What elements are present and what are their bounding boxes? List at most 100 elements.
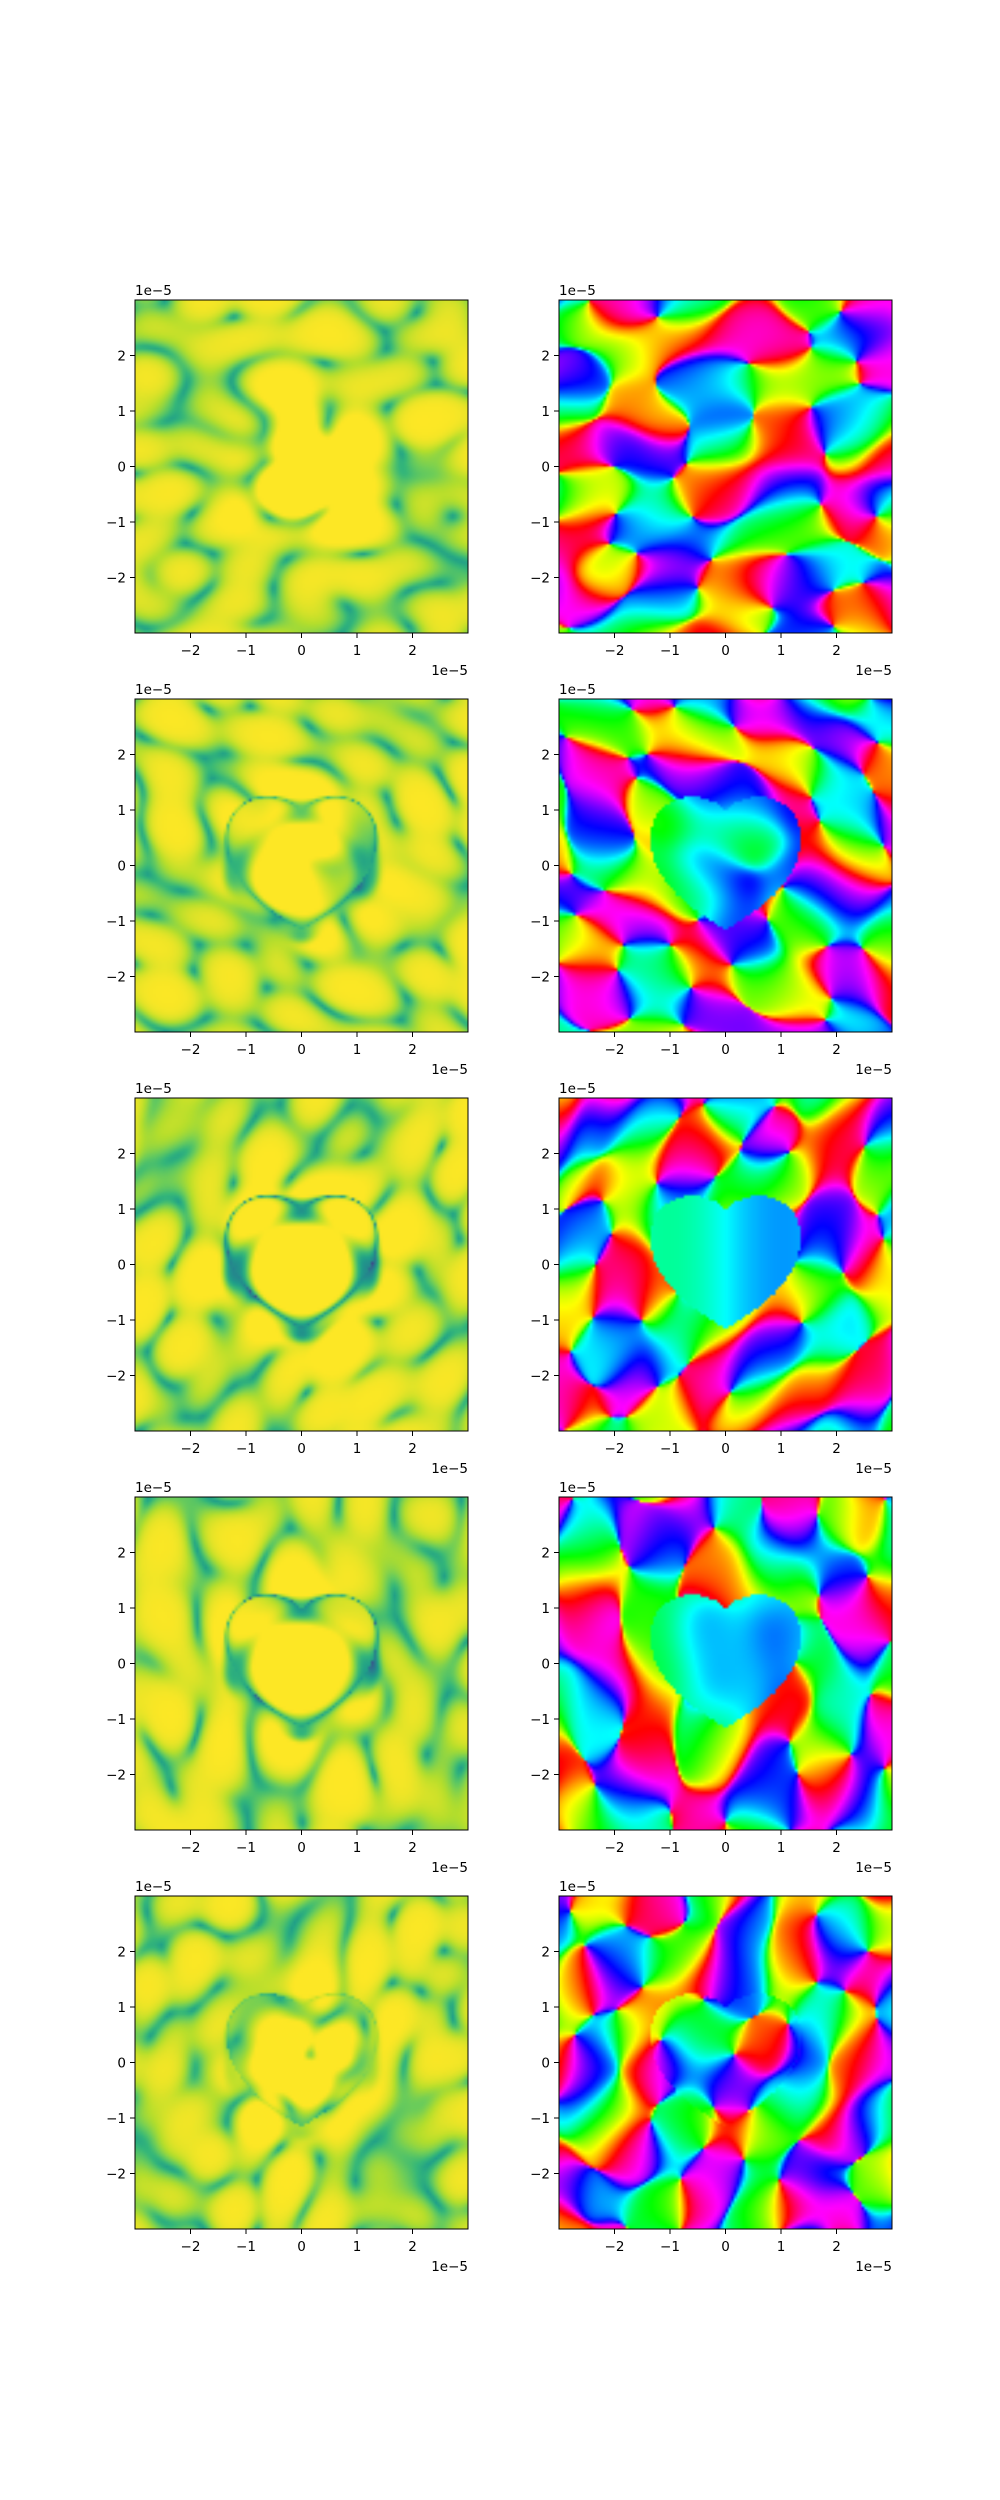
panel-2-amplitude: −2 −1 0 1 2 2 1 0 −1 −2 1e−5 1e−5: [106, 682, 469, 1078]
y-tick-label: 1: [117, 404, 126, 420]
y-tick-label: 2: [117, 748, 126, 764]
x-offset-text: 1e−5: [855, 1062, 892, 1078]
x-tick-label: 2: [832, 1441, 841, 1457]
x-tick-label: 0: [297, 1441, 306, 1457]
y-tick-label: 0: [541, 460, 550, 476]
y-tick-label: −2: [530, 970, 550, 986]
panel-1-phase: −2 −1 0 1 2 2 1 0 −1 −2 1e−5 1e−5: [530, 283, 893, 679]
panel-2-phase: −2 −1 0 1 2 2 1 0 −1 −2 1e−5 1e−5: [530, 682, 893, 1078]
x-tick-label: 2: [408, 643, 417, 659]
y-tick-label: −1: [530, 1712, 550, 1728]
y-tick-label: 0: [117, 859, 126, 875]
x-tick-label: 2: [832, 1840, 841, 1856]
x-tick-label: 0: [721, 1840, 730, 1856]
y-tick-label: 2: [541, 1546, 550, 1562]
x-tick-label: 1: [777, 1840, 786, 1856]
x-tick-label: 1: [777, 643, 786, 659]
x-tick-label: −1: [660, 643, 680, 659]
x-offset-text: 1e−5: [431, 663, 468, 679]
x-tick-label: 2: [832, 2239, 841, 2255]
y-tick-label: −1: [530, 2111, 550, 2127]
x-tick-label: 0: [721, 1042, 730, 1058]
x-tick-label: −2: [181, 643, 201, 659]
y-offset-text: 1e−5: [135, 682, 172, 698]
heatmap-image-amplitude: [135, 699, 468, 1032]
x-offset-text: 1e−5: [431, 1461, 468, 1477]
x-tick-label: −1: [236, 1042, 256, 1058]
y-tick-label: 1: [541, 2000, 550, 2016]
y-tick-label: 0: [117, 1258, 126, 1274]
x-tick-label: −1: [660, 1441, 680, 1457]
y-tick-label: 1: [117, 803, 126, 819]
x-tick-label: 1: [777, 2239, 786, 2255]
y-tick-label: 0: [117, 460, 126, 476]
x-tick-label: 2: [408, 1840, 417, 1856]
y-tick-label: 0: [541, 859, 550, 875]
y-tick-label: 2: [541, 1147, 550, 1163]
x-tick-label: −1: [236, 1840, 256, 1856]
heatmap-image-phase: [559, 699, 892, 1032]
x-tick-label: 0: [721, 2239, 730, 2255]
heatmap-image-amplitude: [135, 1098, 468, 1431]
y-tick-label: 2: [117, 1945, 126, 1961]
y-tick-label: 0: [541, 2056, 550, 2072]
y-tick-label: −2: [530, 2167, 550, 2183]
y-tick-label: 1: [541, 803, 550, 819]
x-tick-label: −1: [660, 1042, 680, 1058]
x-tick-label: 1: [777, 1042, 786, 1058]
y-tick-label: −2: [530, 1369, 550, 1385]
x-tick-label: 1: [777, 1441, 786, 1457]
y-tick-label: −2: [106, 571, 126, 587]
heatmap-image-phase: [559, 1497, 892, 1830]
x-tick-label: 1: [353, 1042, 362, 1058]
x-tick-label: −2: [605, 1042, 625, 1058]
y-offset-text: 1e−5: [135, 1480, 172, 1496]
y-tick-label: −2: [106, 2167, 126, 2183]
y-tick-label: −2: [106, 1369, 126, 1385]
y-offset-text: 1e−5: [559, 682, 596, 698]
heatmap-image-amplitude: [135, 300, 468, 633]
x-tick-label: −2: [605, 1840, 625, 1856]
y-offset-text: 1e−5: [135, 1879, 172, 1895]
x-tick-label: 0: [721, 1441, 730, 1457]
x-tick-label: −2: [181, 1042, 201, 1058]
heatmap-image-amplitude: [135, 1497, 468, 1830]
y-tick-label: −2: [106, 1768, 126, 1784]
x-offset-text: 1e−5: [431, 2259, 468, 2275]
x-tick-label: 2: [408, 1441, 417, 1457]
y-tick-label: 2: [117, 1147, 126, 1163]
x-offset-text: 1e−5: [431, 1062, 468, 1078]
x-tick-label: 2: [408, 2239, 417, 2255]
x-tick-label: −1: [236, 1441, 256, 1457]
y-tick-label: −1: [106, 1313, 126, 1329]
y-tick-label: 1: [117, 1202, 126, 1218]
x-tick-label: 1: [353, 1840, 362, 1856]
y-offset-text: 1e−5: [559, 1081, 596, 1097]
y-offset-text: 1e−5: [135, 283, 172, 299]
x-offset-text: 1e−5: [855, 2259, 892, 2275]
y-tick-label: 2: [541, 349, 550, 365]
x-tick-label: 0: [297, 1840, 306, 1856]
x-tick-label: 2: [832, 643, 841, 659]
x-tick-label: −2: [605, 643, 625, 659]
panel-5-phase: −2 −1 0 1 2 2 1 0 −1 −2 1e−5 1e−5: [530, 1879, 893, 2275]
heatmap-image-amplitude: [135, 1896, 468, 2229]
x-tick-label: 1: [353, 1441, 362, 1457]
x-tick-label: −2: [181, 2239, 201, 2255]
y-tick-label: −2: [106, 970, 126, 986]
y-tick-label: 0: [541, 1657, 550, 1673]
x-offset-text: 1e−5: [855, 663, 892, 679]
x-tick-label: 0: [721, 643, 730, 659]
x-tick-label: 1: [353, 643, 362, 659]
y-tick-label: 0: [541, 1258, 550, 1274]
y-offset-text: 1e−5: [559, 1879, 596, 1895]
x-tick-label: −2: [181, 1441, 201, 1457]
y-tick-label: −1: [106, 515, 126, 531]
y-tick-label: 2: [117, 1546, 126, 1562]
x-tick-label: 1: [353, 2239, 362, 2255]
y-tick-label: 1: [117, 1601, 126, 1617]
y-tick-label: 1: [541, 1202, 550, 1218]
heatmap-image-phase: [559, 300, 892, 633]
y-tick-label: −1: [530, 914, 550, 930]
panel-4-amplitude: −2 −1 0 1 2 2 1 0 −1 −2 1e−5 1e−5: [106, 1480, 469, 1876]
